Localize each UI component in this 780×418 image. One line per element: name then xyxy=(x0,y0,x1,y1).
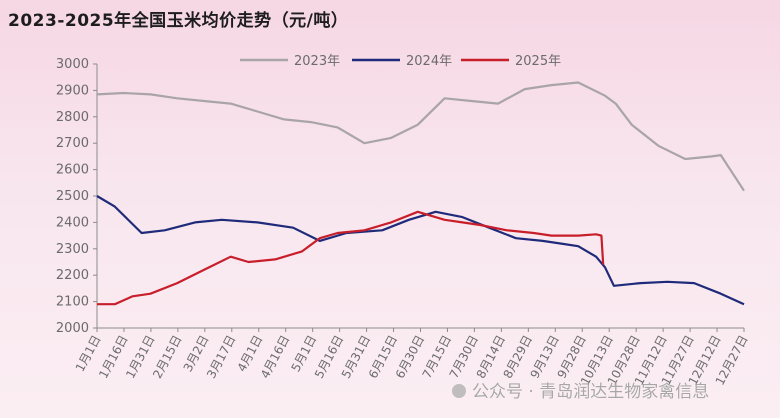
y-tick-label: 2900 xyxy=(56,83,89,98)
y-tick-label: 2300 xyxy=(56,242,89,257)
y-tick-label: 2200 xyxy=(56,268,89,283)
y-tick-label: 2600 xyxy=(56,163,89,178)
y-tick-label: 2000 xyxy=(56,321,89,336)
series-line-2024年 xyxy=(96,195,745,306)
series-lines xyxy=(96,81,745,306)
legend-label: 2023年 xyxy=(294,54,340,69)
y-tick-label: 2400 xyxy=(56,215,89,230)
wechat-icon xyxy=(452,384,466,398)
series-line-2025年 xyxy=(97,210,605,306)
watermark-text: 公众号 · 青岛润达生物家禽信息 xyxy=(472,382,710,402)
y-tick-label: 3000 xyxy=(56,57,89,72)
watermark: 公众号 · 青岛润达生物家禽信息 xyxy=(452,377,709,402)
y-tick-label: 2100 xyxy=(56,295,89,310)
legend: 2023年 2024年 2025年 xyxy=(240,54,561,69)
y-tick-label: 2500 xyxy=(56,189,89,204)
y-tick-label: 2700 xyxy=(56,136,89,151)
series-line-2023年 xyxy=(96,81,745,192)
legend-label: 2025年 xyxy=(515,54,561,69)
chart-title: 2023-2025年全国玉米均价走势（元/吨） xyxy=(8,11,349,31)
y-tick-label: 2800 xyxy=(56,110,89,125)
legend-label: 2024年 xyxy=(406,54,452,69)
